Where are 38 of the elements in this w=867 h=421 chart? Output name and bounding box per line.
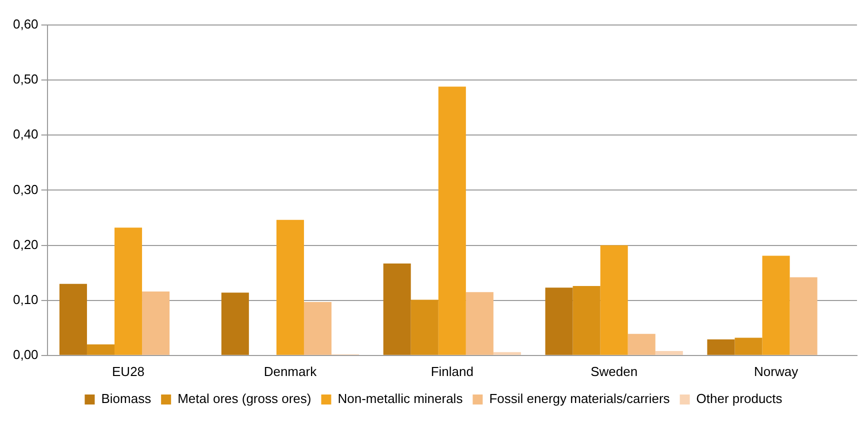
y-tick-label: 0,60 (12, 16, 38, 32)
legend-label: Fossil energy materials/carriers (489, 391, 670, 406)
x-tick-label: Sweden (590, 364, 638, 379)
bar (86, 344, 115, 355)
bar (410, 300, 438, 355)
y-tick-label: 0,50 (12, 72, 38, 87)
legend-label: Biomass (101, 391, 152, 406)
x-tick-label: EU28 (112, 364, 145, 379)
legend-label: Metal ores (gross ores) (178, 391, 312, 406)
bar (466, 292, 494, 355)
bar (304, 302, 332, 355)
bar (142, 292, 170, 355)
bar (493, 352, 521, 355)
legend-label: Non-metallic minerals (338, 391, 464, 406)
bar (790, 277, 818, 355)
bar (383, 263, 411, 355)
bar (628, 334, 656, 355)
bar (600, 245, 628, 355)
bar (707, 339, 735, 355)
x-tick-label: Finland (430, 364, 474, 379)
bar (734, 338, 762, 355)
y-tick-label: 0,40 (12, 126, 38, 142)
bar (438, 86, 466, 355)
y-tick-label: 0,30 (12, 182, 38, 197)
bar (276, 220, 304, 355)
x-tick-label: Denmark (264, 364, 318, 379)
bar (545, 288, 573, 355)
y-tick-label: 0,00 (12, 346, 38, 362)
bar (762, 256, 790, 355)
y-tick-label: 0,20 (12, 236, 38, 252)
legend-label: Other products (696, 391, 783, 406)
bar (572, 286, 600, 355)
bar (59, 284, 87, 355)
bar (114, 228, 142, 355)
x-tick-label: Norway (754, 364, 799, 379)
bar (221, 292, 249, 355)
y-tick-label: 0,10 (12, 292, 38, 307)
bar (655, 350, 683, 355)
